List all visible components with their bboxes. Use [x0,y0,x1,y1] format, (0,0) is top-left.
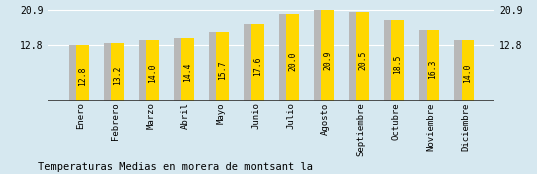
Bar [419,30,427,101]
Bar [182,38,194,101]
Bar [139,40,147,101]
Bar [349,11,358,101]
Text: 15.7: 15.7 [218,60,227,80]
Bar [461,40,474,101]
Text: 20.0: 20.0 [288,52,297,71]
Bar [279,14,287,101]
Text: 14.0: 14.0 [463,64,472,83]
Bar [173,38,183,101]
Bar [104,43,112,101]
Bar [76,45,89,101]
Bar [391,20,404,101]
Text: 14.4: 14.4 [183,63,192,82]
Text: 14.0: 14.0 [148,64,157,83]
Bar [209,33,217,101]
Bar [69,45,77,101]
Bar [384,20,393,101]
Bar [147,40,158,101]
Text: 16.3: 16.3 [428,59,437,79]
Bar [244,24,252,101]
Bar [286,14,299,101]
Bar [426,30,439,101]
Bar [216,33,229,101]
Bar [322,10,333,101]
Text: 20.5: 20.5 [358,51,367,70]
Text: 13.2: 13.2 [113,65,122,85]
Bar [357,11,369,101]
Bar [314,10,323,101]
Text: 20.9: 20.9 [323,50,332,70]
Text: 18.5: 18.5 [393,55,402,74]
Bar [111,43,124,101]
Text: 17.6: 17.6 [253,57,262,76]
Bar [454,40,462,101]
Text: 12.8: 12.8 [78,66,87,86]
Text: Temperaturas Medias en morera de montsant la: Temperaturas Medias en morera de montsan… [38,162,313,172]
Bar [251,24,264,101]
